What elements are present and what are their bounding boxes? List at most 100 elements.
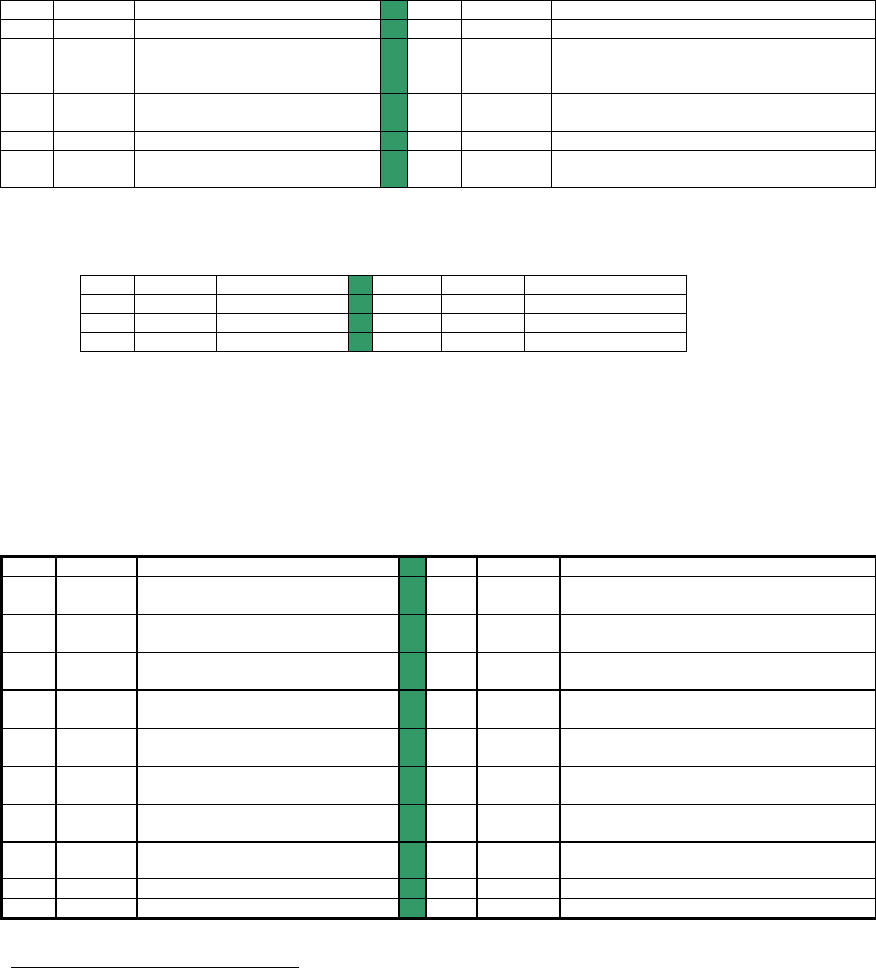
table-cell (134, 150, 380, 187)
table-cell (0, 766, 55, 804)
table-cell (348, 294, 372, 313)
table-cell (0, 652, 55, 690)
row-border (0, 689, 876, 691)
table-cell (461, 131, 551, 150)
table-cell (425, 766, 476, 804)
table-cell (461, 38, 551, 93)
table-cell (441, 275, 524, 294)
table-cell (53, 93, 134, 131)
table-cell (398, 556, 425, 576)
table-cell (407, 0, 461, 19)
table-cell (476, 652, 559, 690)
column-border (134, 0, 135, 188)
row-border (0, 187, 876, 188)
row-border (0, 0, 876, 1)
table-cell (476, 556, 559, 576)
table-cell (0, 150, 53, 187)
row-border (0, 878, 876, 879)
table-cell (559, 842, 875, 878)
table-cell (348, 313, 372, 332)
table-cell (407, 38, 461, 93)
table-cell (348, 275, 372, 294)
row-border (80, 313, 687, 314)
row-border (0, 555, 876, 558)
table-cell (0, 19, 53, 38)
column-border (407, 0, 408, 188)
table-cell (55, 576, 136, 614)
table-cell (551, 38, 875, 93)
column-border (476, 556, 478, 919)
table-cell (441, 332, 524, 351)
table-cell (136, 614, 398, 652)
row-border (80, 351, 687, 352)
table-cell (380, 0, 407, 19)
table-cell (398, 842, 425, 878)
row-border (0, 131, 876, 132)
row-border (80, 275, 687, 276)
column-border (80, 275, 81, 352)
table-cell (524, 275, 686, 294)
table-cell (559, 766, 875, 804)
table-cell (0, 131, 53, 150)
table-cell (80, 294, 134, 313)
table-cell (425, 728, 476, 766)
column-border (0, 0, 1, 188)
table-cell (0, 842, 55, 878)
table-cell (134, 93, 380, 131)
column-border (441, 275, 442, 352)
column-border (551, 0, 552, 188)
table-cell (55, 766, 136, 804)
table-cell (53, 0, 134, 19)
table-cell (425, 556, 476, 576)
table-cell (461, 0, 551, 19)
table-cell (551, 0, 875, 19)
table-cell (476, 898, 559, 918)
table-cell (380, 93, 407, 131)
table-cell (0, 614, 55, 652)
table-cell (55, 898, 136, 918)
column-border (524, 275, 525, 352)
row-border (80, 332, 687, 333)
table-cell (398, 690, 425, 728)
table-cell (425, 576, 476, 614)
table-cell (136, 804, 398, 842)
row-border (0, 841, 876, 843)
table-cell (524, 332, 686, 351)
table-cell (55, 614, 136, 652)
column-border (55, 556, 57, 919)
table-cell (398, 898, 425, 918)
row-border (0, 93, 876, 94)
table-cell (134, 38, 380, 93)
table-cell (425, 842, 476, 878)
table-cell (551, 93, 875, 131)
table-cell (372, 294, 441, 313)
table-cell (398, 652, 425, 690)
table-cell (372, 332, 441, 351)
table-cell (136, 878, 398, 898)
row-border (0, 728, 876, 729)
table-cell (476, 766, 559, 804)
table-cell (425, 898, 476, 918)
table-cell (407, 19, 461, 38)
table-cell (0, 0, 53, 19)
table-cell (559, 576, 875, 614)
table-cell (216, 294, 348, 313)
table-cell (0, 556, 55, 576)
table-cell (476, 804, 559, 842)
table-cell (551, 150, 875, 187)
column-border (134, 275, 135, 352)
table-cell (398, 804, 425, 842)
table-cell (425, 614, 476, 652)
column-border (425, 556, 427, 919)
table-cell (55, 878, 136, 898)
column-border (686, 275, 687, 352)
table-cell (551, 131, 875, 150)
table-cell (134, 0, 380, 19)
table-cell (425, 804, 476, 842)
table-cell (476, 728, 559, 766)
table-cell (134, 275, 216, 294)
column-border (559, 556, 561, 919)
table-cell (216, 332, 348, 351)
table-cell (441, 294, 524, 313)
table-cell (136, 728, 398, 766)
